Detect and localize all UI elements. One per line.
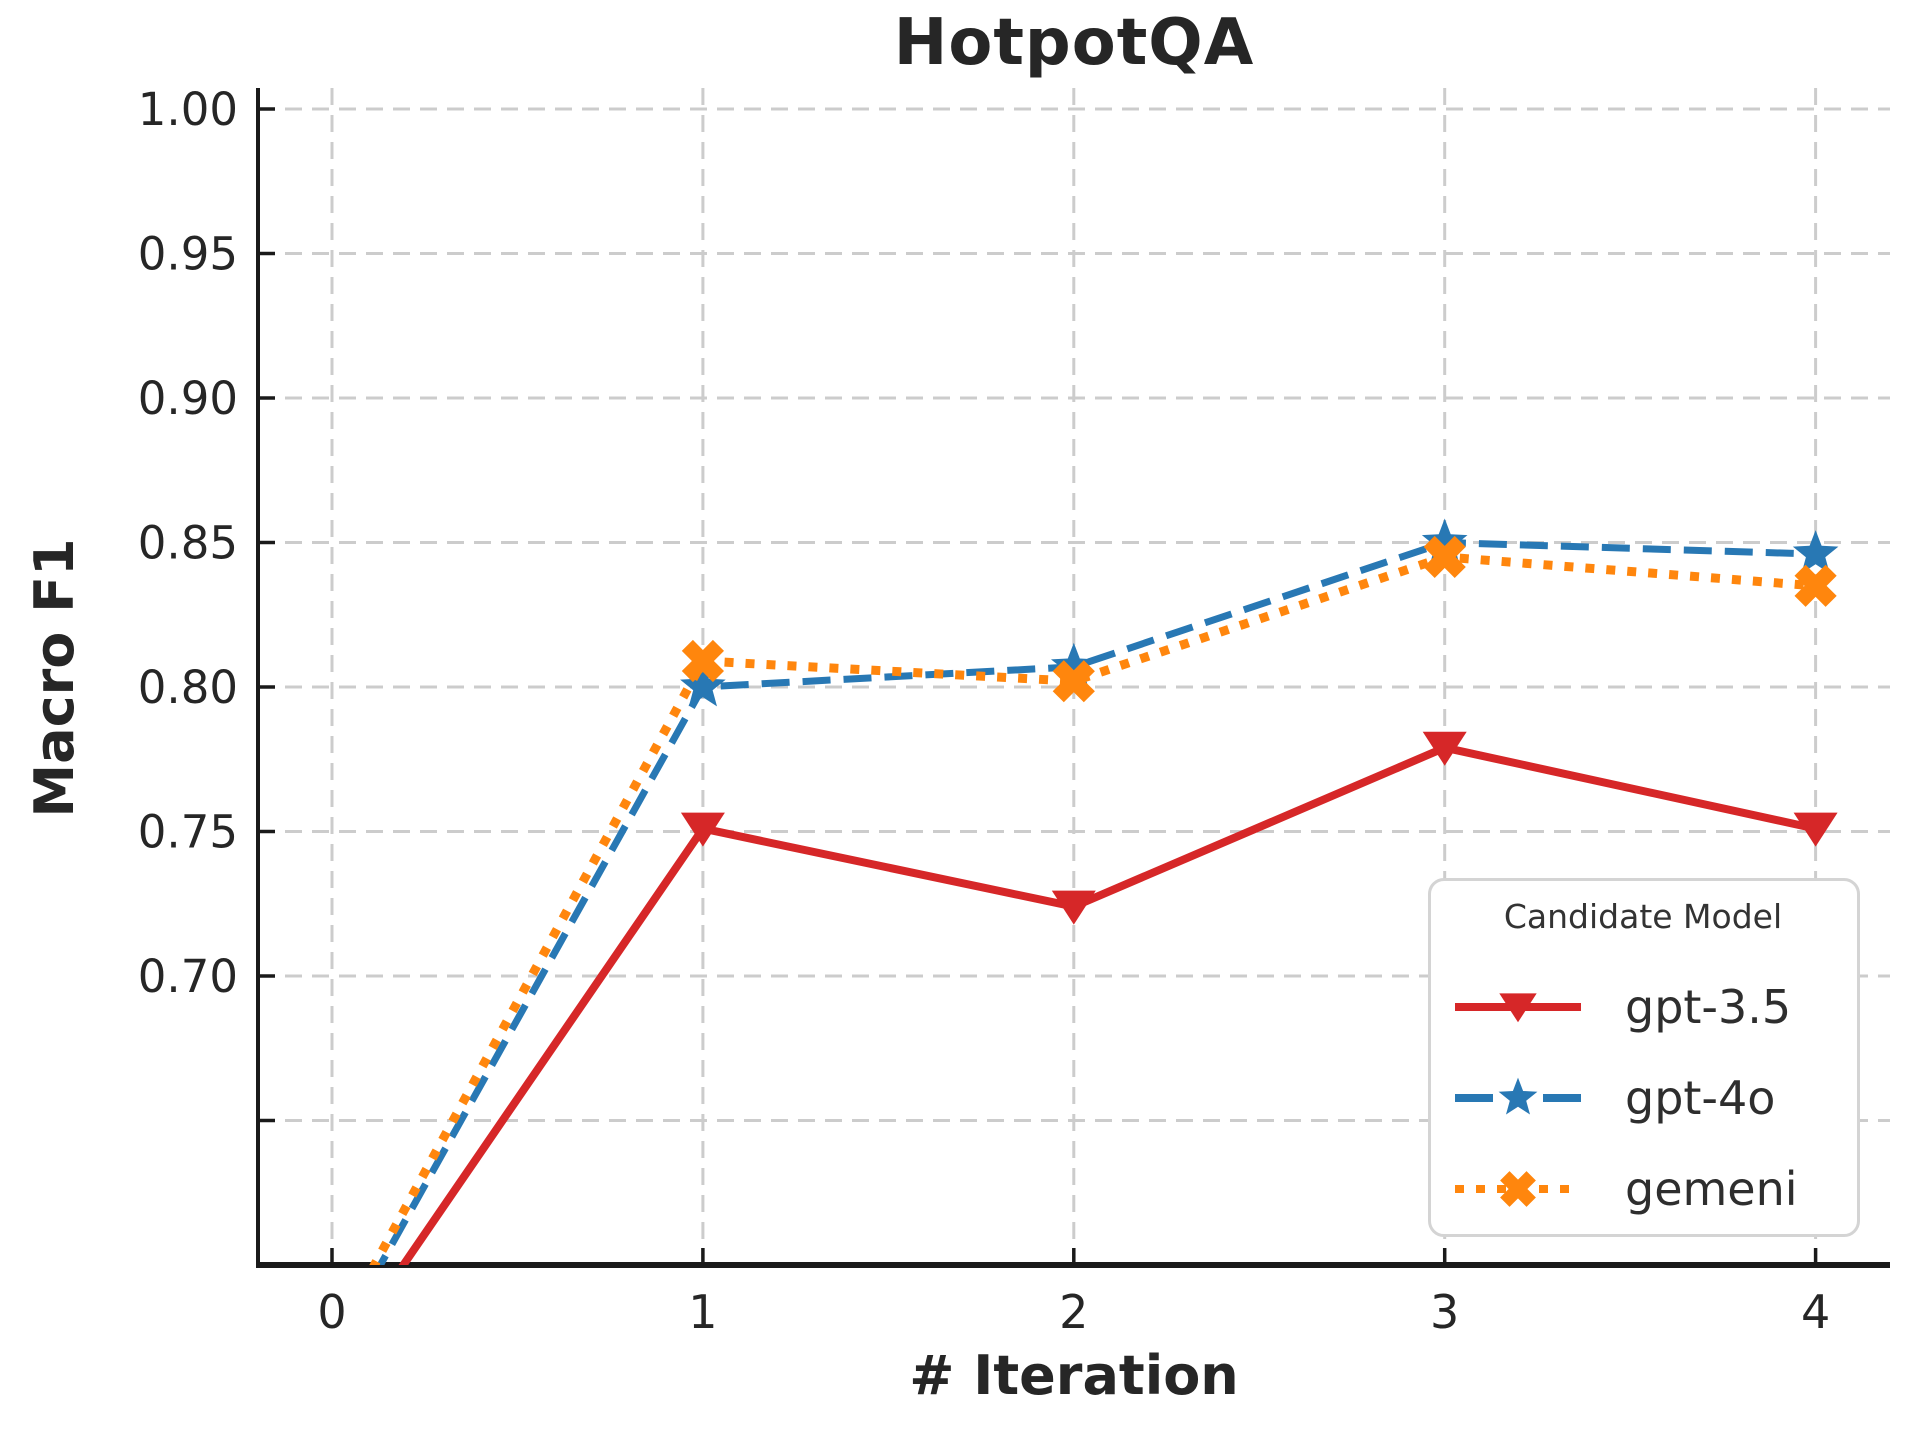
x-tick-label: 2 [1059, 1285, 1088, 1339]
gpt-3.5-line-sample-icon [1455, 992, 1581, 1022]
marker-gpt-4o [1792, 530, 1839, 574]
marker-gpt-4o [680, 663, 726, 707]
marker-gemeni [1052, 660, 1095, 703]
legend-entry-gpt-3.5: gpt-3.5 [1447, 961, 1839, 1052]
y-tick-label: 0.80 [138, 661, 238, 714]
marker-gpt-3.5 [1422, 731, 1467, 766]
y-tick-label: 0.75 [138, 806, 238, 859]
legend-label: gpt-4o [1625, 1070, 1776, 1125]
marker-gpt-3.5 [680, 812, 725, 847]
legend-sample-marker [1499, 992, 1537, 1022]
gpt-4o-line-sample-icon [1455, 1077, 1581, 1114]
legend-sample-marker [1498, 1077, 1538, 1114]
legend-entry-gemeni: gemeni [1447, 1143, 1839, 1234]
marker-gemeni [681, 639, 724, 683]
chart-title: HotpotQA [893, 6, 1255, 80]
marker-gpt-3.5 [1051, 890, 1096, 925]
marker-gemeni [1423, 535, 1466, 578]
marker-gemeni [1794, 564, 1837, 607]
legend-entry-gpt-4o: gpt-4o [1447, 1052, 1839, 1143]
legend: Candidate Model gpt-3.5 gpt-4o gemeni [1428, 878, 1860, 1237]
series-line-gemeni [369, 552, 1816, 1265]
y-tick-label: 0.70 [138, 950, 238, 1003]
y-tick-label: 0.95 [138, 228, 238, 281]
y-tick-label: 0.85 [138, 517, 238, 570]
marker-gpt-4o [1051, 642, 1097, 687]
legend-sample-marker [1500, 1170, 1536, 1207]
legend-label: gpt-3.5 [1625, 979, 1792, 1034]
marker-gpt-4o [1421, 518, 1468, 562]
x-axis-label: # Iteration [909, 1344, 1239, 1407]
x-tick-label: 3 [1430, 1285, 1459, 1339]
gemeni-line-sample-icon [1455, 1170, 1581, 1207]
legend-title: Candidate Model [1503, 897, 1783, 936]
x-tick-label: 1 [688, 1285, 717, 1339]
y-tick-label: 0.90 [138, 372, 238, 425]
x-tick-label: 4 [1801, 1285, 1830, 1339]
x-tick-label: 0 [317, 1285, 346, 1339]
marker-gpt-3.5 [1793, 812, 1838, 847]
y-axis-label: Macro F1 [23, 538, 86, 818]
y-tick-label: 1.00 [138, 83, 238, 136]
legend-label: gemeni [1625, 1161, 1798, 1216]
